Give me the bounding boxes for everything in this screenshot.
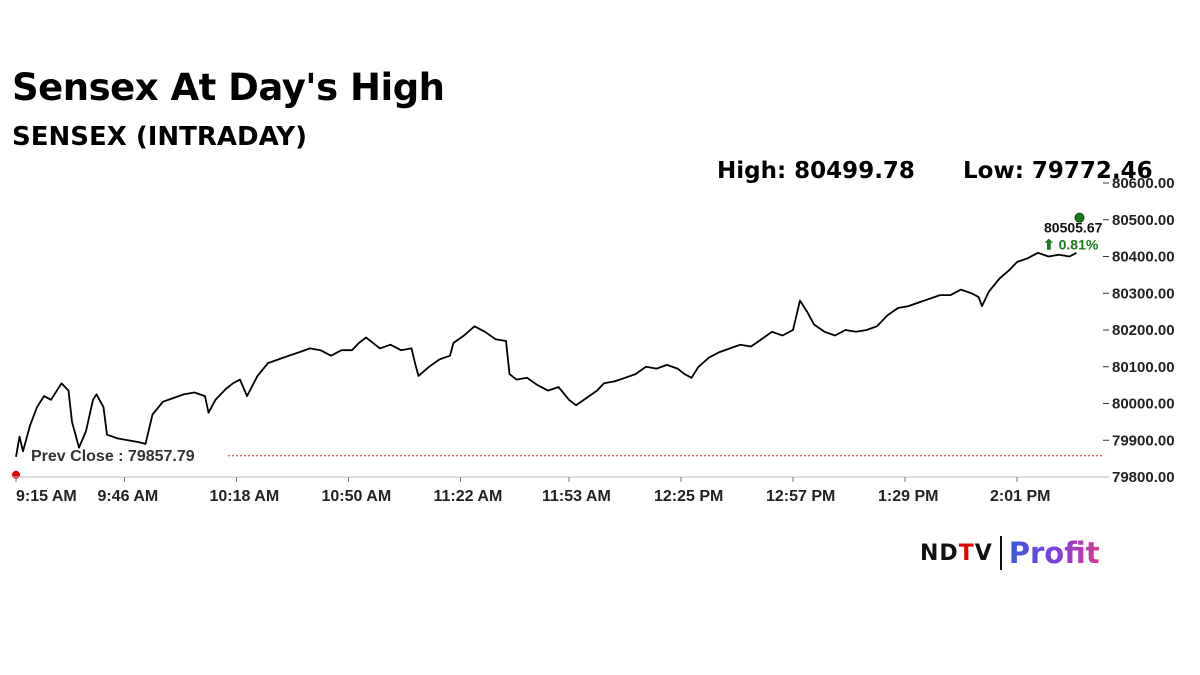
y-tick-label: 80400.00 [1112, 249, 1175, 266]
x-tick-label: 12:25 PM [654, 488, 723, 505]
y-tick-label: 80100.00 [1112, 359, 1175, 376]
x-tick-label: 9:46 AM [98, 488, 159, 505]
price-line [15, 251, 1077, 457]
day-high-stat: High: 80499.78 [717, 158, 915, 184]
y-tick-label: 79800.00 [1112, 469, 1175, 486]
x-tick-label: 1:29 PM [878, 488, 938, 505]
ndtv-wordmark: NDTV [920, 540, 993, 566]
last-change-label: ⬆ 0.81% [1043, 237, 1099, 253]
y-tick-label: 79900.00 [1112, 432, 1175, 449]
chart-subtitle: SENSEX (INTRADAY) [12, 122, 307, 152]
profit-wordmark: Profit [1008, 536, 1100, 570]
day-low-stat: Low: 79772.46 [963, 158, 1153, 184]
x-tick-label: 12:57 PM [766, 488, 835, 505]
x-tick-label: 11:53 AM [542, 488, 611, 505]
chart-title: Sensex At Day's High [12, 66, 445, 109]
y-tick-label: 80000.00 [1112, 396, 1175, 413]
y-tick-label: 80200.00 [1112, 322, 1175, 339]
last-value-label: 80505.67 [1044, 220, 1103, 236]
logo-divider [999, 536, 1002, 570]
y-tick-label: 80600.00 [1112, 175, 1175, 192]
y-tick-label: 80500.00 [1112, 212, 1175, 229]
prev-close-label: Prev Close : 79857.79 [31, 448, 195, 465]
ndtv-profit-logo: NDTV Profit [920, 533, 1100, 573]
x-tick-label: 10:18 AM [210, 488, 280, 505]
x-tick-label: 11:22 AM [434, 488, 503, 505]
last-point-marker [1074, 212, 1085, 223]
y-tick-label: 80300.00 [1112, 285, 1175, 302]
x-tick-label: 10:50 AM [322, 488, 392, 505]
x-tick-label: 2:01 PM [990, 488, 1050, 505]
x-tick-label: 9:15 AM [16, 488, 77, 505]
